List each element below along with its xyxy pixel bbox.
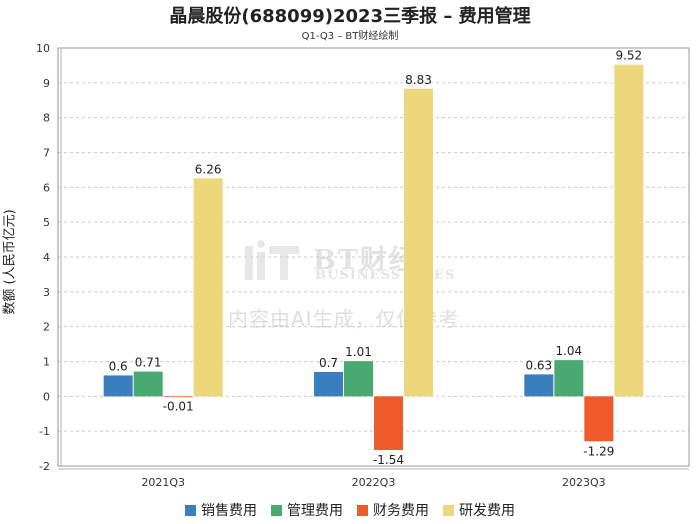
legend-item: 管理费用 bbox=[271, 500, 343, 520]
bar bbox=[133, 371, 163, 397]
data-label: 0.6 bbox=[109, 359, 128, 373]
legend-swatch bbox=[185, 504, 196, 516]
axes: -2 -1 0 1 2 3 4 5 6 7 8 9 10 2021Q3 2022Q3 2023Q3 bbox=[36, 42, 690, 489]
data-label: 1.04 bbox=[555, 344, 582, 358]
x-tick-label: 2023Q3 bbox=[562, 476, 606, 489]
bar bbox=[554, 360, 584, 397]
legend-item: 销售费用 bbox=[185, 500, 257, 520]
legend-swatch bbox=[271, 504, 282, 516]
legend-label: 管理费用 bbox=[287, 503, 343, 519]
bar bbox=[584, 396, 614, 442]
y-tick-label: 8 bbox=[43, 112, 50, 125]
bar bbox=[404, 88, 433, 397]
legend-label: 研发费用 bbox=[459, 503, 515, 519]
bar bbox=[614, 64, 644, 397]
x-tick-label: 2022Q3 bbox=[352, 476, 396, 489]
bar bbox=[103, 375, 133, 397]
bar bbox=[524, 374, 554, 397]
chart-subtitle: Q1-Q3 – BT财经绘制 bbox=[301, 31, 399, 42]
data-label: 0.71 bbox=[135, 356, 162, 370]
y-tick-label: 2 bbox=[43, 321, 50, 334]
bar bbox=[344, 361, 373, 397]
data-label: 1.01 bbox=[345, 345, 372, 359]
data-labels: 0.6 0.71 -0.01 6.26 0.7 1.01 -1.54 8.83 0.631.04… bbox=[109, 49, 643, 467]
data-label: 0.7 bbox=[319, 356, 338, 370]
data-label: -0.01 bbox=[163, 400, 194, 414]
data-label: 9.52 bbox=[615, 49, 642, 63]
legend-swatch bbox=[357, 504, 368, 516]
legend-label: 销售费用 bbox=[201, 503, 257, 519]
y-tick-label: 10 bbox=[36, 42, 50, 55]
y-tick-label: 3 bbox=[43, 286, 50, 299]
y-tick-label: -2 bbox=[39, 460, 50, 473]
legend-item: 研发费用 bbox=[443, 500, 515, 520]
y-tick-label: 6 bbox=[43, 181, 50, 194]
y-tick-label: 5 bbox=[43, 216, 50, 229]
y-tick-label: 7 bbox=[43, 147, 50, 160]
y-tick-label: 1 bbox=[43, 356, 50, 369]
x-tick-label: 2021Q3 bbox=[141, 476, 185, 489]
bars bbox=[103, 64, 644, 450]
legend: 销售费用 管理费用 财务费用 研发费用 bbox=[0, 500, 700, 520]
bar bbox=[314, 371, 343, 397]
bar bbox=[193, 178, 223, 397]
legend-swatch bbox=[443, 504, 454, 516]
legend-label: 财务费用 bbox=[373, 503, 429, 519]
y-tick-label: 0 bbox=[43, 390, 50, 403]
data-label: 0.63 bbox=[525, 358, 552, 372]
data-label: 6.26 bbox=[195, 162, 222, 176]
data-label: -1.29 bbox=[583, 444, 614, 458]
bar bbox=[374, 396, 403, 450]
y-tick-label: -1 bbox=[39, 425, 50, 438]
y-tick-label: 4 bbox=[43, 251, 50, 264]
data-label: -1.54 bbox=[373, 453, 404, 467]
chart-title: 晶晨股份(688099)2023三季报 – 费用管理 bbox=[169, 6, 531, 27]
bar bbox=[163, 396, 193, 398]
legend-item: 财务费用 bbox=[357, 500, 429, 520]
plot-frame bbox=[57, 47, 690, 467]
y-tick-label: 9 bbox=[43, 77, 50, 90]
data-label: 8.83 bbox=[405, 73, 432, 87]
